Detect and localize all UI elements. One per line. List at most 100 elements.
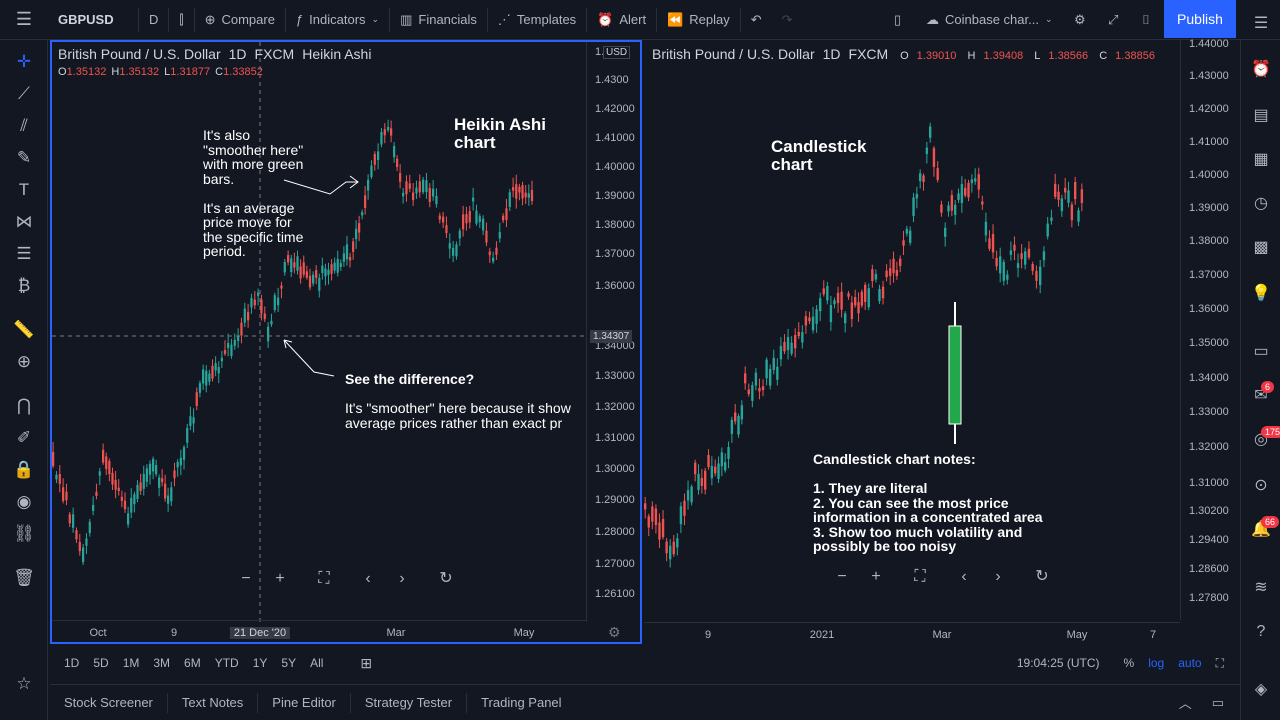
range-6m[interactable]: 6M [184,656,201,670]
pencil-lock-icon[interactable]: ✐ [16,428,32,447]
chat-icon[interactable]: ▭ [1253,343,1269,360]
fullscreen-button[interactable]: ⤢ [1098,0,1128,40]
left-price-axis[interactable]: 1. USD 1.4300 1.42000 1.41000 1.40000 1.3900… [586,42,640,622]
chevron-up-icon[interactable]: ︿ [1178,696,1192,711]
left-time-axis[interactable]: Oct 9 21 Dec '20 Mar May [52,620,586,642]
publish-button[interactable]: Publish [1164,0,1236,38]
range-1y[interactable]: 1Y [252,656,268,670]
link-icon[interactable]: ⛓ [13,524,35,543]
news-icon[interactable]: ▦ [1253,151,1269,168]
alarm-clock-icon[interactable]: ⏰ [1251,61,1271,78]
calendar-icon[interactable]: ◷ [1254,195,1268,212]
range-5y[interactable]: 5Y [281,656,297,670]
help-icon[interactable]: ? [1256,623,1266,640]
scroll-right-icon[interactable]: › [399,570,405,587]
currency-label[interactable]: USD [603,46,631,59]
eye-icon[interactable]: ◉ [16,492,32,511]
candlestick-pane[interactable]: British Pound / U.S. Dollar 1D FXCM O 1.390… [644,38,1240,644]
zoom-in-icon[interactable]: + [275,570,285,587]
fit-icon[interactable]: ⛶ [318,570,330,587]
symbol-search[interactable]: GBPUSD [48,0,138,40]
alert-button[interactable]: ⏰ Alert [587,0,656,40]
chart-type-button[interactable]: ⫿ [169,0,193,40]
fib-icon[interactable]: ⫽ [20,116,28,135]
scroll-right-icon[interactable]: › [995,568,1001,585]
signals-icon[interactable]: ≋ [1254,579,1268,596]
prediction-icon[interactable]: ☰ [16,244,32,263]
zoom-in-icon[interactable]: + [871,568,881,585]
snapshot-button[interactable]: ⌷ [1132,0,1160,40]
undo-button[interactable]: ↶ [741,0,772,40]
interval-button[interactable]: D [139,0,168,40]
layers-icon[interactable]: ◈ [1254,681,1268,698]
compare-button[interactable]: ⊕ Compare [195,0,285,40]
zoom-out-icon[interactable]: − [241,570,251,587]
tab-strategy-tester[interactable]: Strategy Tester [351,692,468,713]
indicators-button[interactable]: ƒ Indicators ⌄ [286,0,389,40]
candle [1027,241,1031,260]
settings-button[interactable]: ⚙ [1064,0,1096,40]
range-1d[interactable]: 1D [64,656,80,670]
scroll-left-icon[interactable]: ‹ [961,568,967,585]
crosshair-icon[interactable]: ✛ [16,52,32,71]
lock-icon[interactable]: 🔒 [13,460,35,479]
reset-icon[interactable]: ↻ [1035,568,1049,585]
right-price-axis[interactable]: 1.44000 1.43000 1.42000 1.41000 1.40000 1.390… [1180,38,1240,620]
divider [389,7,391,32]
maximize-panel-icon[interactable]: ▭ [1211,694,1224,710]
replay-icon[interactable]: ⊙ [1254,477,1268,494]
range-3m[interactable]: 3M [153,656,171,670]
range-all[interactable]: All [310,656,324,670]
magnet-icon[interactable]: ⋂ [17,396,31,415]
bitcoin-icon[interactable]: ₿ [17,276,31,295]
layout-button[interactable]: ▯ [884,0,911,40]
text-icon[interactable]: T [18,180,30,199]
fullscreen-icon[interactable]: ⛶ [1215,655,1224,670]
brush-icon[interactable]: ✎ [16,148,32,167]
range-ytd[interactable]: YTD [214,656,239,670]
zoom-icon[interactable]: ⊕ [16,352,32,371]
layout-name-button[interactable]: ☁ Coinbase char... ⌄ [916,0,1063,40]
templates-label: Templates [516,12,577,27]
clock-time[interactable]: 19:04:25 (UTC) [1016,656,1100,670]
candle [683,493,686,526]
axis-settings-icon[interactable]: ⚙ [608,624,621,640]
candle [302,255,305,278]
fit-icon[interactable]: ⛶ [914,568,926,585]
resolution: 1D [228,46,247,62]
scroll-left-icon[interactable]: ‹ [365,570,371,587]
pattern-icon[interactable]: ⋈ [15,212,33,231]
zoom-out-icon[interactable]: − [837,568,847,585]
heikin-ashi-plot[interactable] [52,42,640,642]
financials-button[interactable]: ▥ Financials [390,0,487,40]
ideas-icon[interactable]: 💡 [1251,285,1271,302]
star-icon[interactable]: ☆ [16,674,32,693]
candle [960,176,964,213]
replay-button[interactable]: ⏪ Replay [657,0,740,40]
menu-icon[interactable]: ☰ [15,9,33,29]
tab-trading-panel[interactable]: Trading Panel [481,695,562,710]
templates-button[interactable]: ⋰ Templates [488,0,586,40]
ruler-icon[interactable]: 📏 [13,320,35,339]
watchlist-icon[interactable]: ☰ [1253,15,1269,32]
right-time-axis[interactable]: 9 2021 Mar May 7 [644,622,1180,644]
trend-line-icon[interactable]: ⟋ [18,84,30,103]
range-5d[interactable]: 5D [93,656,109,670]
redo-button[interactable]: ↷ [772,0,803,40]
tab-stock-screener[interactable]: Stock Screener [50,692,168,713]
trash-icon[interactable]: 🗑 [13,568,35,587]
candlestick-plot[interactable] [644,40,1240,644]
heikin-ashi-pane[interactable]: British Pound / U.S. Dollar 1D FXCM Heikin … [50,40,642,644]
auto-toggle[interactable]: auto [1178,656,1202,670]
range-1m[interactable]: 1M [122,656,140,670]
tab-pine-editor[interactable]: Pine Editor [258,692,351,713]
tab-text-notes[interactable]: Text Notes [168,692,259,713]
goto-date-icon[interactable]: ⊞ [360,654,373,671]
candle [854,289,857,308]
percent-toggle[interactable]: % [1123,656,1135,670]
hotlist-icon[interactable]: ▩ [1253,239,1269,256]
candle [909,226,912,246]
log-toggle[interactable]: log [1148,656,1165,670]
reset-icon[interactable]: ↻ [439,570,453,587]
data-window-icon[interactable]: ▤ [1253,107,1269,124]
